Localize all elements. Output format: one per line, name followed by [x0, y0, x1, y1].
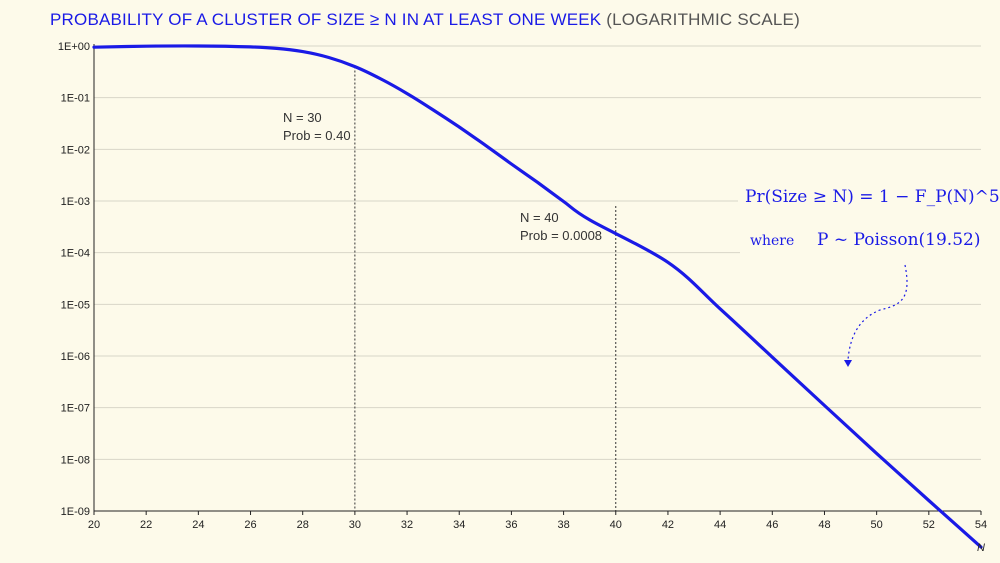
y-tick-label: 1E-04 — [61, 248, 90, 260]
annotation-n30: N = 30 — [283, 110, 322, 125]
x-tick-label: 52 — [923, 519, 935, 531]
y-tick-label: 1E-06 — [61, 351, 90, 363]
y-tick-label: 1E-09 — [61, 506, 90, 518]
y-tick-label: 1E-03 — [61, 196, 90, 208]
y-axis-ticks: 1E+00 1E-01 1E-02 1E-03 1E-04 1E-05 1E-06 1E-07… — [58, 41, 90, 518]
chart-title-main: PROBABILITY OF A CLUSTER OF SIZE ≥ N IN … — [50, 10, 602, 29]
axes — [93, 44, 981, 512]
y-tick-label: 1E-05 — [61, 299, 90, 311]
annotation-n30-prob: Prob = 0.40 — [283, 128, 351, 143]
annotation-n40-n: N = 40 — [520, 210, 559, 225]
x-tick-label: 20 — [88, 519, 100, 531]
grid-lines — [94, 45, 981, 512]
formula-box-1 — [738, 180, 990, 210]
x-tick-label: 26 — [244, 519, 256, 531]
x-tick-label: 22 — [140, 519, 152, 531]
x-tick-label: 32 — [401, 519, 413, 531]
annotation-n40-prob: Prob = 0.0008 — [520, 228, 602, 243]
x-axis-label: N — [977, 542, 985, 554]
y-tick-label: 1E-01 — [61, 93, 90, 105]
chart-title-scale-note: (LOGARITHMIC SCALE) — [606, 10, 800, 29]
x-tick-label: 54 — [975, 519, 987, 531]
formula-pointer-arrow — [847, 264, 908, 361]
x-tick-label: 30 — [349, 519, 361, 531]
x-tick-label: 42 — [662, 519, 674, 531]
y-tick-label: 1E-08 — [61, 454, 90, 466]
x-tick-label: 46 — [766, 519, 778, 531]
formula-line-1: Pr(Size ≥ N) = 1 − F_P(N)^52 — [745, 187, 1000, 207]
x-tick-label: 44 — [714, 519, 726, 531]
x-tick-label: 50 — [871, 519, 883, 531]
annotation-n30-n: N = 30 — [283, 110, 322, 125]
y-tick-label: 1E+00 — [58, 41, 90, 53]
y-tick-label: 1E-07 — [61, 403, 90, 415]
x-tick-label: 38 — [557, 519, 569, 531]
x-tick-label: 34 — [453, 519, 465, 531]
x-axis-ticks: 20 22 24 26 28 30 32 34 36 38 40 42 44 46 48 50 52 54 — [88, 511, 987, 531]
y-tick-label: 1E-02 — [61, 144, 90, 156]
arrowhead-icon — [844, 360, 852, 367]
formula-box-2 — [740, 224, 990, 254]
x-tick-label: 40 — [610, 519, 622, 531]
formula-line-2: P ~ Poisson(19.52) — [817, 230, 980, 250]
x-tick-label: 28 — [297, 519, 309, 531]
x-tick-label: 36 — [505, 519, 517, 531]
annotation-n40: N = 40 — [520, 210, 559, 225]
formula-where: where — [750, 233, 794, 249]
chart-title: PROBABILITY OF A CLUSTER OF SIZE ≥ N IN … — [50, 10, 800, 30]
x-tick-label: 48 — [818, 519, 830, 531]
probability-series-line — [92, 44, 983, 549]
annotation-guide-lines — [354, 66, 617, 511]
x-tick-label: 24 — [192, 519, 204, 531]
